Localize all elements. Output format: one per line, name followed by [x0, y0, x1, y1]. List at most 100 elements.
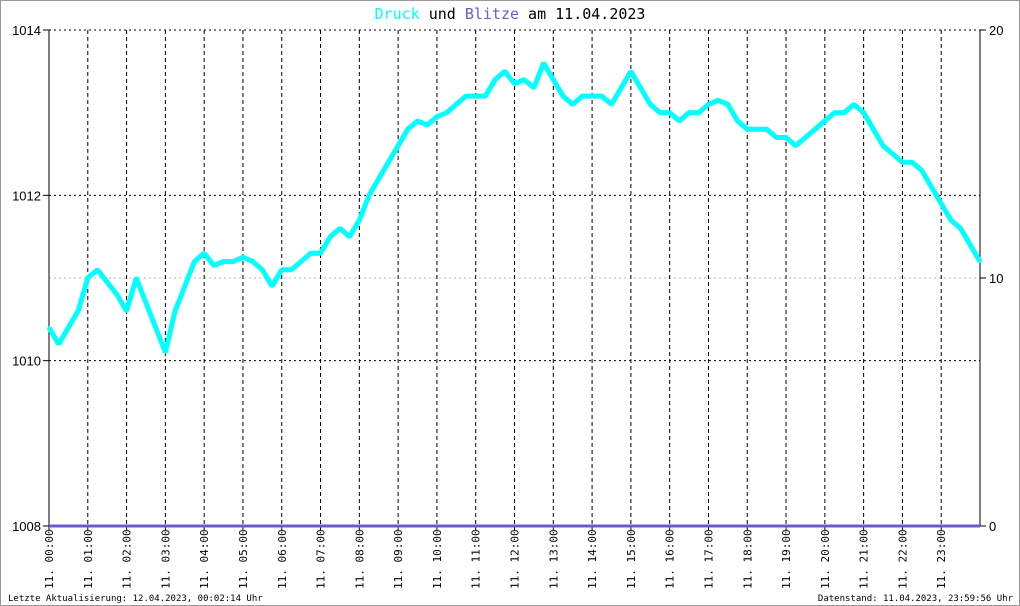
druck-point — [571, 102, 575, 106]
druck-point — [522, 78, 526, 82]
x-tick-label: 11. 11:00 — [470, 529, 483, 589]
druck-point — [464, 94, 468, 98]
druck-point — [386, 160, 390, 164]
x-tick-label: 11. 09:00 — [392, 529, 405, 589]
druck-point — [697, 111, 701, 115]
x-tick-label: 11. 04:00 — [198, 529, 211, 589]
title-date: am 11.04.2023 — [519, 5, 645, 23]
druck-point — [803, 135, 807, 139]
x-tick-label: 11. 22:00 — [896, 529, 909, 589]
druck-point — [648, 102, 652, 106]
druck-point — [95, 268, 99, 272]
druck-point — [706, 102, 710, 106]
druck-point — [474, 94, 478, 98]
title-blitze: Blitze — [465, 5, 519, 23]
druck-point — [357, 218, 361, 222]
x-tick-label: 11. 02:00 — [121, 529, 134, 589]
druck-point — [260, 268, 264, 272]
druck-point — [338, 226, 342, 230]
druck-point — [551, 78, 555, 82]
x-tick-label: 11. 14:00 — [586, 529, 599, 589]
druck-point — [881, 144, 885, 148]
druck-point — [745, 127, 749, 131]
druck-point — [968, 243, 972, 247]
x-tick-label: 11. 19:00 — [780, 529, 793, 589]
druck-point — [454, 102, 458, 106]
druck-point — [154, 326, 158, 330]
y2-tick-label: 20 — [989, 23, 1003, 38]
druck-point — [66, 326, 70, 330]
druck-point — [57, 342, 61, 346]
druck-point — [280, 268, 284, 272]
druck-point — [125, 309, 129, 313]
druck-point — [862, 111, 866, 115]
druck-point — [833, 111, 837, 115]
druck-point — [222, 259, 226, 263]
druck-point — [794, 144, 798, 148]
druck-point — [600, 94, 604, 98]
druck-point — [736, 119, 740, 123]
title-druck: Druck — [375, 5, 420, 23]
druck-point — [949, 218, 953, 222]
druck-point — [784, 135, 788, 139]
druck-point — [609, 102, 613, 106]
druck-point — [532, 86, 536, 90]
x-tick-label: 11. 18:00 — [741, 529, 754, 589]
x-tick-label: 11. 16:00 — [664, 529, 677, 589]
y-tick-label: 1008 — [12, 519, 41, 534]
druck-point — [852, 102, 856, 106]
y-tick-label: 1012 — [12, 188, 41, 203]
x-tick-label: 11. 00:00 — [43, 529, 56, 589]
y-tick-label: 1010 — [12, 354, 41, 369]
druck-point — [192, 259, 196, 263]
druck-point — [445, 111, 449, 115]
druck-point — [115, 293, 119, 297]
x-tick-label: 11. 17:00 — [702, 529, 715, 589]
x-tick-label: 11. 08:00 — [353, 529, 366, 589]
druck-point — [367, 193, 371, 197]
druck-point — [163, 350, 167, 354]
druck-point — [425, 123, 429, 127]
druck-point — [76, 309, 80, 313]
druck-point — [716, 98, 720, 102]
druck-point — [629, 69, 633, 73]
druck-point — [503, 69, 507, 73]
druck-point — [774, 135, 778, 139]
druck-point — [241, 255, 245, 259]
druck-point — [677, 119, 681, 123]
druck-point — [348, 235, 352, 239]
druck-point — [900, 160, 904, 164]
x-tick-label: 11. 21:00 — [858, 529, 871, 589]
druck-point — [86, 276, 90, 280]
druck-point — [590, 94, 594, 98]
druck-point — [513, 82, 516, 86]
druck-point — [396, 144, 400, 148]
druck-point — [105, 280, 109, 284]
druck-point — [930, 185, 934, 189]
footer-data-status: Datenstand: 11.04.2023, 23:59:56 Uhr — [818, 594, 1014, 604]
footer-last-update: Letzte Aktualisierung: 12.04.2023, 00:02… — [8, 594, 263, 604]
druck-point — [726, 102, 730, 106]
x-tick-label: 11. 20:00 — [819, 529, 832, 589]
druck-point — [580, 94, 584, 98]
druck-point — [319, 251, 323, 255]
druck-point — [978, 259, 982, 263]
druck-point — [270, 284, 274, 288]
druck-point — [920, 169, 924, 173]
druck-point — [309, 251, 313, 255]
x-tick-label: 11. 10:00 — [431, 529, 444, 589]
x-tick-label: 11. 05:00 — [237, 529, 250, 589]
druck-point — [144, 301, 148, 305]
x-tick-label: 11. 12:00 — [509, 529, 522, 589]
y2-tick-label: 0 — [989, 519, 996, 534]
druck-point — [871, 127, 875, 131]
druck-point — [493, 78, 497, 82]
x-tick-label: 11. 15:00 — [625, 529, 638, 589]
druck-point — [765, 127, 769, 131]
chart-title: Druck und Blitze am 11.04.2023 — [375, 5, 646, 23]
druck-point — [435, 115, 439, 119]
x-tick-label: 11. 06:00 — [276, 529, 289, 589]
druck-point — [619, 86, 623, 90]
druck-point — [755, 127, 759, 131]
